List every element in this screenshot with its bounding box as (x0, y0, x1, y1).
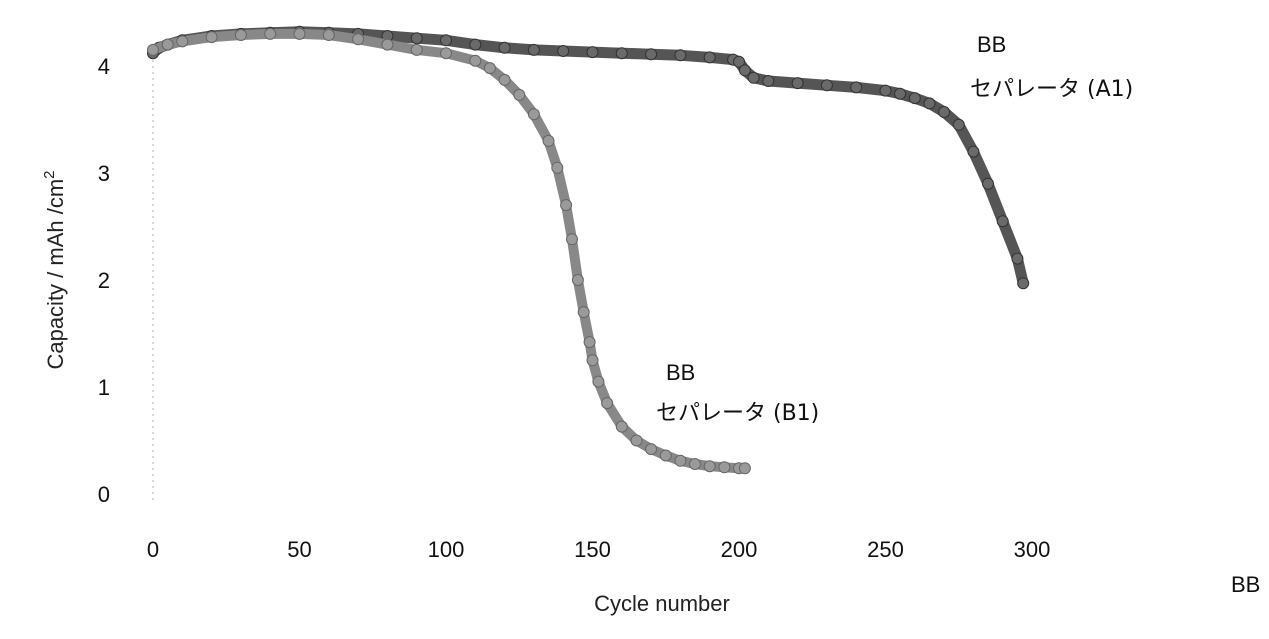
series-a1-annotation-line2: セパレータ (A1) (970, 77, 1133, 102)
y-axis-label-superscript: 2 (41, 170, 58, 178)
data-point (601, 397, 614, 410)
data-point (161, 38, 174, 51)
data-point (592, 375, 605, 388)
data-point (967, 145, 980, 158)
data-point (659, 449, 672, 462)
data-point (586, 46, 599, 59)
data-point (923, 97, 936, 110)
data-point (469, 54, 482, 67)
x-tick-label: 300 (1014, 537, 1051, 562)
data-point (577, 306, 590, 319)
data-point (557, 45, 570, 57)
data-point (718, 461, 731, 474)
data-point (583, 336, 596, 349)
data-point (322, 29, 335, 41)
data-point (703, 460, 716, 473)
x-tick-label: 0 (147, 537, 159, 562)
data-point (440, 34, 452, 47)
series-line (147, 26, 1029, 289)
data-point (733, 55, 745, 68)
data-point (747, 71, 760, 84)
data-point (674, 454, 687, 467)
series-b1-annotation-line1: BB (666, 360, 695, 385)
data-point (689, 458, 701, 470)
x-tick-label: 250 (867, 537, 904, 562)
data-point (560, 199, 573, 212)
y-tick-label: 3 (98, 161, 110, 186)
series-layer (147, 25, 1030, 475)
x-tick-label: 200 (721, 537, 758, 562)
data-point (791, 77, 804, 90)
data-point (703, 51, 716, 64)
data-point (571, 274, 584, 286)
data-point (566, 233, 578, 246)
data-point (527, 43, 540, 56)
data-point (1011, 252, 1024, 265)
x-axis-label: Cycle number (594, 591, 730, 616)
data-point (483, 62, 496, 75)
data-point (1017, 277, 1030, 290)
data-point (176, 35, 189, 48)
data-point (551, 161, 564, 174)
data-point (205, 31, 218, 44)
data-point (996, 215, 1009, 228)
x-tick-labels: 0 50 100 150 200 250 300 (147, 537, 1050, 562)
data-point (410, 32, 423, 45)
data-point (586, 354, 599, 367)
data-point (738, 462, 751, 475)
data-point (952, 118, 965, 131)
data-point (615, 47, 628, 60)
series-a1-annotation-line1: BB (977, 32, 1006, 57)
y-tick-labels: 0 1 2 3 4 (98, 54, 110, 507)
y-tick-label: 2 (98, 268, 110, 293)
data-point (513, 88, 526, 101)
data-point (440, 47, 452, 60)
data-point (645, 48, 658, 61)
data-point (293, 27, 306, 40)
y-tick-label: 4 (98, 54, 110, 79)
data-point (352, 33, 365, 46)
y-axis-label: Capacity / mAh /cm2 (41, 170, 68, 369)
y-axis-label-main: Capacity / mAh /cm (43, 179, 68, 370)
data-point (938, 106, 951, 118)
edge-text-bb: BB (1231, 572, 1260, 597)
data-point (879, 84, 892, 97)
data-point (542, 134, 555, 147)
x-tick-label: 50 (287, 537, 311, 562)
data-point (498, 73, 511, 86)
data-point (234, 29, 247, 41)
data-point (147, 43, 159, 56)
data-point (850, 81, 863, 94)
data-point (469, 38, 482, 51)
data-point (674, 49, 687, 62)
data-point (527, 108, 540, 121)
data-point (762, 75, 775, 87)
data-point (645, 443, 658, 456)
data-point (820, 79, 833, 92)
x-tick-label: 100 (428, 537, 465, 562)
data-point (894, 87, 907, 100)
data-point (908, 92, 921, 105)
data-point (410, 43, 423, 56)
series-a1-annotation: BB セパレータ (A1) (970, 32, 1133, 102)
series-b1-annotation: BB セパレータ (B1) (656, 360, 819, 426)
data-point (615, 420, 628, 433)
series-b1-annotation-line2: セパレータ (B1) (656, 401, 819, 426)
data-point (264, 27, 277, 40)
data-point (381, 38, 394, 51)
x-tick-label: 150 (574, 537, 611, 562)
y-tick-label: 0 (98, 482, 110, 507)
data-point (738, 64, 751, 77)
y-tick-label: 1 (98, 375, 110, 400)
data-point (630, 434, 643, 447)
data-point (498, 41, 511, 54)
series-b1 (147, 27, 751, 475)
data-point (982, 177, 994, 190)
series-a1 (147, 25, 1030, 290)
